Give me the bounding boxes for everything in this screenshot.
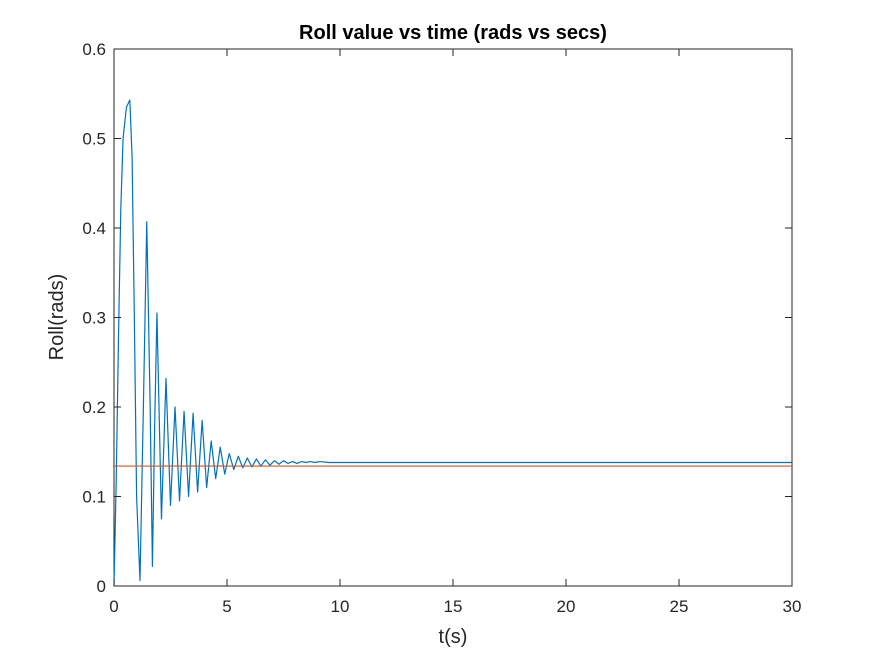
x-axis-label: t(s)	[439, 626, 468, 648]
y-axis-label: Roll(rads)	[46, 274, 68, 361]
y-tick-label: 0	[97, 577, 106, 596]
chart-title: Roll value vs time (rads vs secs)	[299, 22, 607, 44]
y-tick-label: 0.6	[82, 40, 106, 59]
x-tick-label: 15	[444, 597, 463, 616]
series-line-1	[113, 99, 792, 587]
y-tick-label: 0.1	[82, 488, 106, 507]
y-tick-label: 0.3	[82, 309, 106, 328]
y-axis: 0 0.1 0.2 0.3 0.4 0.5 0.6	[82, 40, 792, 596]
x-tick-label: 25	[670, 597, 689, 616]
y-tick-label: 0.4	[82, 219, 106, 238]
x-tick-label: 30	[783, 597, 802, 616]
x-tick-label: 0	[109, 597, 118, 616]
y-tick-label: 0.5	[82, 130, 106, 149]
plot-lines	[113, 99, 792, 587]
y-tick-label: 0.2	[82, 398, 106, 417]
x-tick-label: 5	[222, 597, 231, 616]
x-tick-label: 10	[331, 597, 350, 616]
x-axis: 0 5 10 15 20 25 30	[109, 49, 801, 616]
x-tick-label: 20	[557, 597, 576, 616]
plot-area	[113, 48, 793, 587]
